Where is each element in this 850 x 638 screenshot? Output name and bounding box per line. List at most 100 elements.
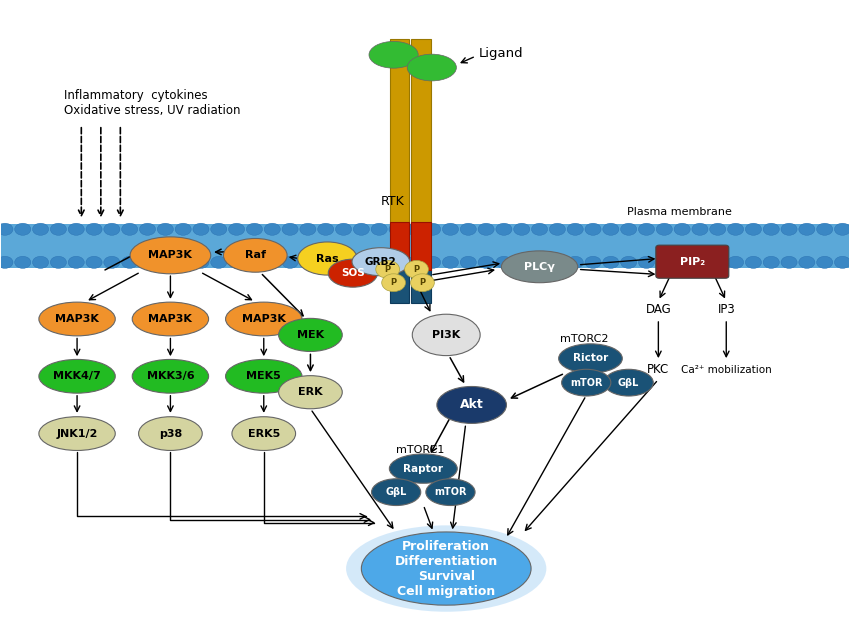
Circle shape <box>531 256 547 269</box>
Circle shape <box>638 223 654 235</box>
Circle shape <box>496 256 512 269</box>
Ellipse shape <box>39 417 116 450</box>
Circle shape <box>620 223 637 235</box>
Circle shape <box>371 256 388 269</box>
Text: mTORC1: mTORC1 <box>396 445 444 454</box>
Text: MKK3/6: MKK3/6 <box>146 371 195 382</box>
Circle shape <box>389 223 405 235</box>
Circle shape <box>211 223 227 235</box>
Circle shape <box>781 256 797 269</box>
Circle shape <box>817 256 833 269</box>
Circle shape <box>728 223 744 235</box>
Ellipse shape <box>502 251 578 283</box>
Text: p38: p38 <box>159 429 182 438</box>
Text: P: P <box>413 265 420 274</box>
Text: Akt: Akt <box>460 399 484 412</box>
Text: P: P <box>384 265 391 274</box>
Ellipse shape <box>361 532 531 605</box>
Text: Proliferation
Differentiation
Survival
Cell migration: Proliferation Differentiation Survival C… <box>394 540 498 598</box>
Circle shape <box>175 256 191 269</box>
Circle shape <box>264 256 281 269</box>
Ellipse shape <box>130 237 211 274</box>
Circle shape <box>139 223 156 235</box>
Text: MEK: MEK <box>297 330 324 340</box>
FancyBboxPatch shape <box>656 245 728 278</box>
Ellipse shape <box>39 359 116 393</box>
Text: ERK5: ERK5 <box>247 429 280 438</box>
Text: Ligand: Ligand <box>479 47 523 60</box>
Text: IP3: IP3 <box>717 303 735 316</box>
Circle shape <box>336 256 352 269</box>
Circle shape <box>246 256 263 269</box>
Ellipse shape <box>39 302 116 336</box>
Circle shape <box>425 223 440 235</box>
Circle shape <box>799 256 815 269</box>
Text: RTK: RTK <box>381 195 405 208</box>
Circle shape <box>425 256 440 269</box>
Text: Raf: Raf <box>245 250 266 260</box>
Text: P: P <box>419 278 426 287</box>
Text: MAP3K: MAP3K <box>55 314 99 324</box>
Circle shape <box>531 223 547 235</box>
Text: Rictor: Rictor <box>573 353 608 364</box>
Circle shape <box>14 223 31 235</box>
Text: mTOR: mTOR <box>434 487 467 497</box>
Ellipse shape <box>558 344 622 373</box>
Text: MEK5: MEK5 <box>246 371 281 382</box>
Ellipse shape <box>328 259 377 287</box>
Circle shape <box>781 223 797 235</box>
Text: PIP₂: PIP₂ <box>680 256 705 267</box>
Circle shape <box>354 256 370 269</box>
Circle shape <box>567 223 583 235</box>
Circle shape <box>763 256 779 269</box>
Circle shape <box>674 256 690 269</box>
Text: P: P <box>390 278 397 287</box>
Circle shape <box>229 223 245 235</box>
Text: PKC: PKC <box>647 364 670 376</box>
Circle shape <box>0 256 13 269</box>
Circle shape <box>122 223 138 235</box>
FancyBboxPatch shape <box>411 39 430 225</box>
Circle shape <box>656 223 672 235</box>
Circle shape <box>585 223 601 235</box>
Circle shape <box>229 256 245 269</box>
Text: Plasma membrane: Plasma membrane <box>627 207 732 217</box>
Circle shape <box>50 223 66 235</box>
Circle shape <box>318 256 334 269</box>
Circle shape <box>336 223 352 235</box>
Circle shape <box>354 223 370 235</box>
FancyBboxPatch shape <box>411 267 430 303</box>
Text: MAP3K: MAP3K <box>242 314 286 324</box>
Text: PLCγ: PLCγ <box>524 262 555 272</box>
Ellipse shape <box>562 369 611 396</box>
Circle shape <box>728 256 744 269</box>
Circle shape <box>32 256 48 269</box>
Circle shape <box>513 223 530 235</box>
Circle shape <box>300 223 316 235</box>
Circle shape <box>549 256 565 269</box>
Ellipse shape <box>352 248 410 276</box>
Circle shape <box>376 260 399 278</box>
Circle shape <box>407 223 423 235</box>
Circle shape <box>817 223 833 235</box>
Circle shape <box>567 256 583 269</box>
Text: ERK: ERK <box>298 387 323 397</box>
Circle shape <box>549 223 565 235</box>
Circle shape <box>835 256 850 269</box>
Circle shape <box>585 256 601 269</box>
Ellipse shape <box>224 239 287 272</box>
Circle shape <box>86 256 102 269</box>
Ellipse shape <box>389 454 457 483</box>
Text: DAG: DAG <box>645 303 672 316</box>
Text: Inflammatory  cytokines
Oxidative stress, UV radiation: Inflammatory cytokines Oxidative stress,… <box>65 89 241 117</box>
Circle shape <box>246 223 263 235</box>
Ellipse shape <box>225 359 302 393</box>
Circle shape <box>193 256 209 269</box>
FancyBboxPatch shape <box>390 221 410 270</box>
Circle shape <box>50 256 66 269</box>
Circle shape <box>478 223 494 235</box>
Circle shape <box>513 256 530 269</box>
Ellipse shape <box>426 478 475 505</box>
Ellipse shape <box>139 417 202 450</box>
Circle shape <box>371 223 388 235</box>
